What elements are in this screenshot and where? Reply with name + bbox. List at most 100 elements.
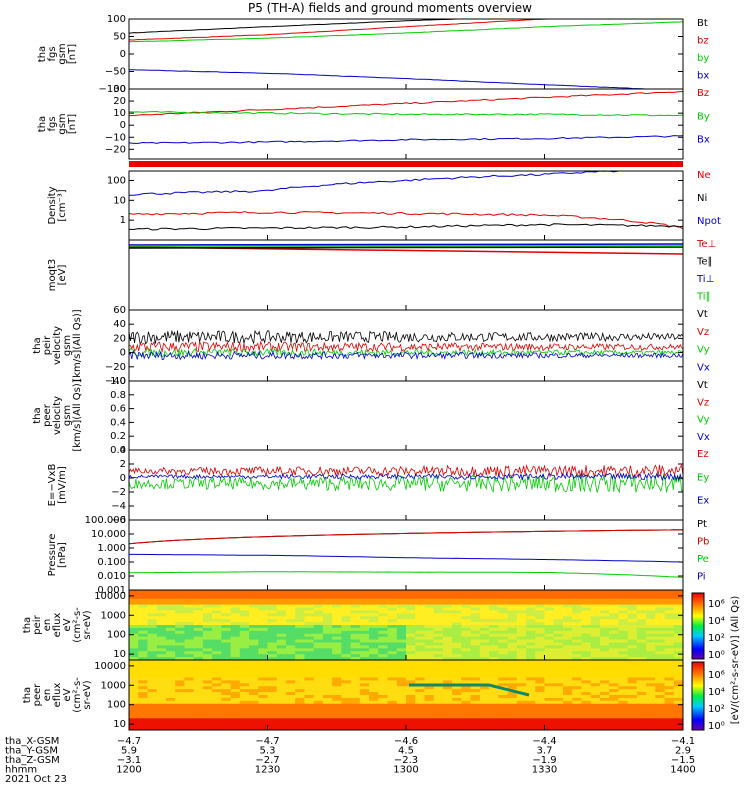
heatmap-cell <box>618 665 629 670</box>
heatmap-cell <box>664 671 675 676</box>
heatmap-cell <box>276 598 287 603</box>
heatmap-cell <box>470 604 481 608</box>
heatmap-cell <box>664 607 675 611</box>
heatmap-cell <box>590 665 601 670</box>
tick-label: 0.100 <box>97 557 126 568</box>
heatmap-cell <box>258 683 268 687</box>
heatmap-cell <box>165 616 176 620</box>
heatmap-cell <box>369 639 379 643</box>
heatmap-cell <box>618 680 629 684</box>
heatmap-cell <box>313 665 324 670</box>
heatmap-cell <box>581 627 592 632</box>
heatmap-cell <box>618 630 629 635</box>
heatmap-cell <box>359 601 370 606</box>
heatmap-cell <box>489 610 499 614</box>
heatmap-cell <box>433 604 444 608</box>
heatmap-cell <box>599 718 610 722</box>
heatmap-cell <box>673 671 684 676</box>
heatmap-cell <box>442 633 453 638</box>
heatmap-cell <box>655 662 666 667</box>
heatmap-cell <box>313 622 324 626</box>
heatmap-cell <box>535 648 545 652</box>
colorbar-tick: 10² <box>708 704 725 715</box>
heatmap-cell <box>544 724 555 728</box>
heatmap-cell <box>452 610 462 614</box>
heatmap-cell <box>479 724 490 728</box>
heatmap-cell <box>461 718 472 722</box>
heatmap-cell <box>572 665 582 670</box>
heatmap-cell <box>673 607 684 611</box>
heatmap-cell <box>147 598 158 603</box>
heatmap-cell <box>184 721 195 725</box>
heatmap-cell <box>498 697 509 702</box>
heatmap-cell <box>239 633 250 638</box>
heatmap-cell <box>175 715 185 719</box>
heatmap-cell <box>369 706 379 711</box>
heatmap-cell <box>387 727 398 731</box>
heatmap-cell <box>526 665 536 670</box>
heatmap-cell <box>535 625 545 629</box>
heatmap-cell <box>636 627 647 632</box>
heatmap-cell <box>175 683 185 687</box>
heatmap-cell <box>544 622 555 626</box>
heatmap-cell <box>470 619 481 623</box>
heatmap-cell <box>258 648 268 652</box>
heatmap-cell <box>664 703 675 708</box>
heatmap-cell <box>138 700 148 705</box>
x-row-label: hhmm <box>5 765 37 776</box>
heatmap-cell <box>285 619 296 623</box>
panel-frame <box>128 170 684 241</box>
heatmap-cell <box>341 645 352 649</box>
heatmap-cell <box>341 636 352 641</box>
heatmap-cell <box>249 700 259 705</box>
heatmap-cell <box>165 721 176 725</box>
heatmap-cell <box>350 619 361 623</box>
legend-label: Te∥ <box>696 257 713 268</box>
heatmap-cell <box>562 639 573 643</box>
heatmap-cell <box>322 700 333 705</box>
heatmap-cell <box>609 636 619 641</box>
heatmap-cell <box>590 639 601 643</box>
y-label-line: [nT] <box>67 114 78 134</box>
heatmap-cell <box>562 665 573 670</box>
heatmap-cell <box>285 657 296 661</box>
heatmap-cell <box>636 686 647 690</box>
heatmap-cell <box>498 645 509 649</box>
heatmap-cell <box>304 651 315 655</box>
series-line <box>128 243 684 246</box>
heatmap-cell <box>424 651 435 655</box>
heatmap-cell <box>535 622 545 626</box>
heatmap-cell <box>516 630 527 635</box>
heatmap-cell <box>507 660 518 664</box>
heatmap-cell <box>147 625 158 629</box>
heatmap-cell <box>664 727 675 731</box>
heatmap-cell <box>221 671 232 676</box>
heatmap-cell <box>396 674 407 678</box>
heatmap-cell <box>655 727 666 731</box>
heatmap-cell <box>655 686 666 690</box>
heatmap-cell <box>175 622 185 626</box>
heatmap-cell <box>212 703 222 708</box>
heatmap-cell <box>461 648 472 652</box>
heatmap-cell <box>156 686 167 690</box>
heatmap-cell <box>165 724 176 728</box>
heatmap-cell <box>129 595 139 600</box>
heatmap-cell <box>646 662 656 667</box>
heatmap-cell <box>341 706 352 711</box>
heatmap-cell <box>184 627 195 632</box>
heatmap-cell <box>553 595 564 600</box>
heatmap-cell <box>249 721 259 725</box>
heatmap-cell <box>230 657 241 661</box>
x-tick-label: −1.9 <box>532 755 556 766</box>
heatmap-cell <box>470 590 481 594</box>
heatmap-cell <box>387 680 398 684</box>
heatmap-cell <box>516 651 527 655</box>
heatmap-cell <box>285 601 296 606</box>
heatmap-cell <box>378 619 389 623</box>
heatmap-cell <box>156 668 167 673</box>
heatmap-cell <box>165 727 176 731</box>
heatmap-cell <box>535 613 545 617</box>
heatmap-cell <box>646 616 656 620</box>
heatmap-cell <box>452 627 462 632</box>
heatmap-cell <box>276 642 287 646</box>
